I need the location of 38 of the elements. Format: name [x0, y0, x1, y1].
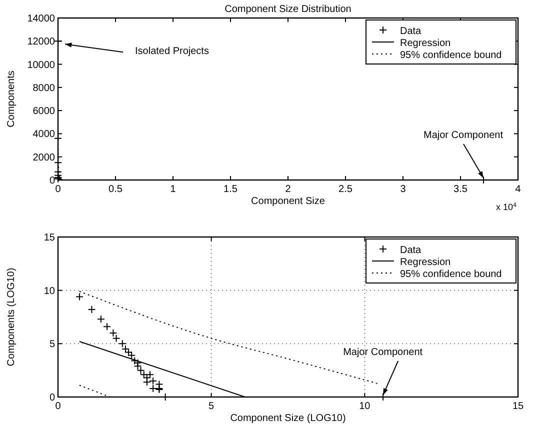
- legend-label: Regression: [400, 38, 451, 49]
- x-axis-title: Component Size: [251, 196, 326, 207]
- legend-label: Data: [400, 26, 422, 37]
- y-tick-label: 15: [44, 232, 56, 244]
- x-tick-label: 1.5: [224, 184, 238, 195]
- y-tick-label: 5: [49, 339, 56, 350]
- x-tick-label: 0.5: [108, 184, 123, 195]
- y-tick-label: 14000: [27, 14, 56, 24]
- legend-label: 95% confidence bound: [400, 269, 502, 280]
- annotation: Isolated Projects: [135, 46, 209, 58]
- x-axis-title: Component Size (LOG10): [230, 413, 346, 424]
- x-tick-label: 3.5: [454, 184, 468, 195]
- y-tick-label: 4000: [32, 129, 56, 140]
- y-tick-label: 0: [49, 392, 56, 404]
- chart-title: Component Size Distribution: [224, 4, 352, 15]
- y-tick-label: 10: [44, 286, 56, 297]
- annotation: Major Component: [343, 347, 423, 358]
- x-tick-label: 2.5: [338, 184, 353, 195]
- x-tick-label: 1: [170, 184, 176, 195]
- y-tick-label: 2000: [32, 152, 56, 164]
- y-tick-label: 8000: [32, 82, 56, 94]
- y-tick-label: 0: [49, 176, 56, 186]
- legend-label: Data: [400, 245, 422, 256]
- x-tick-label: 5: [208, 401, 215, 412]
- x-tick-label: 10: [359, 401, 371, 412]
- legend-label: Regression: [400, 257, 451, 268]
- y-tick-label: 6000: [32, 106, 56, 118]
- x-tick-label: 4: [515, 184, 522, 195]
- legend-label: 95% confidence bound: [400, 50, 502, 61]
- x-tick-label: 2: [285, 184, 292, 195]
- text: x 10$^{4}$: [496, 202, 518, 212]
- y-axis-title: Components: [6, 70, 17, 128]
- annotation: Major Component: [424, 130, 504, 141]
- x-tick-label: 3: [400, 184, 406, 195]
- y-tick-label: 12000: [27, 36, 56, 48]
- y-tick-label: 10000: [27, 60, 56, 71]
- y-axis-title: Components (LOG10): [6, 268, 17, 366]
- x-tick-label: 15: [512, 401, 524, 412]
